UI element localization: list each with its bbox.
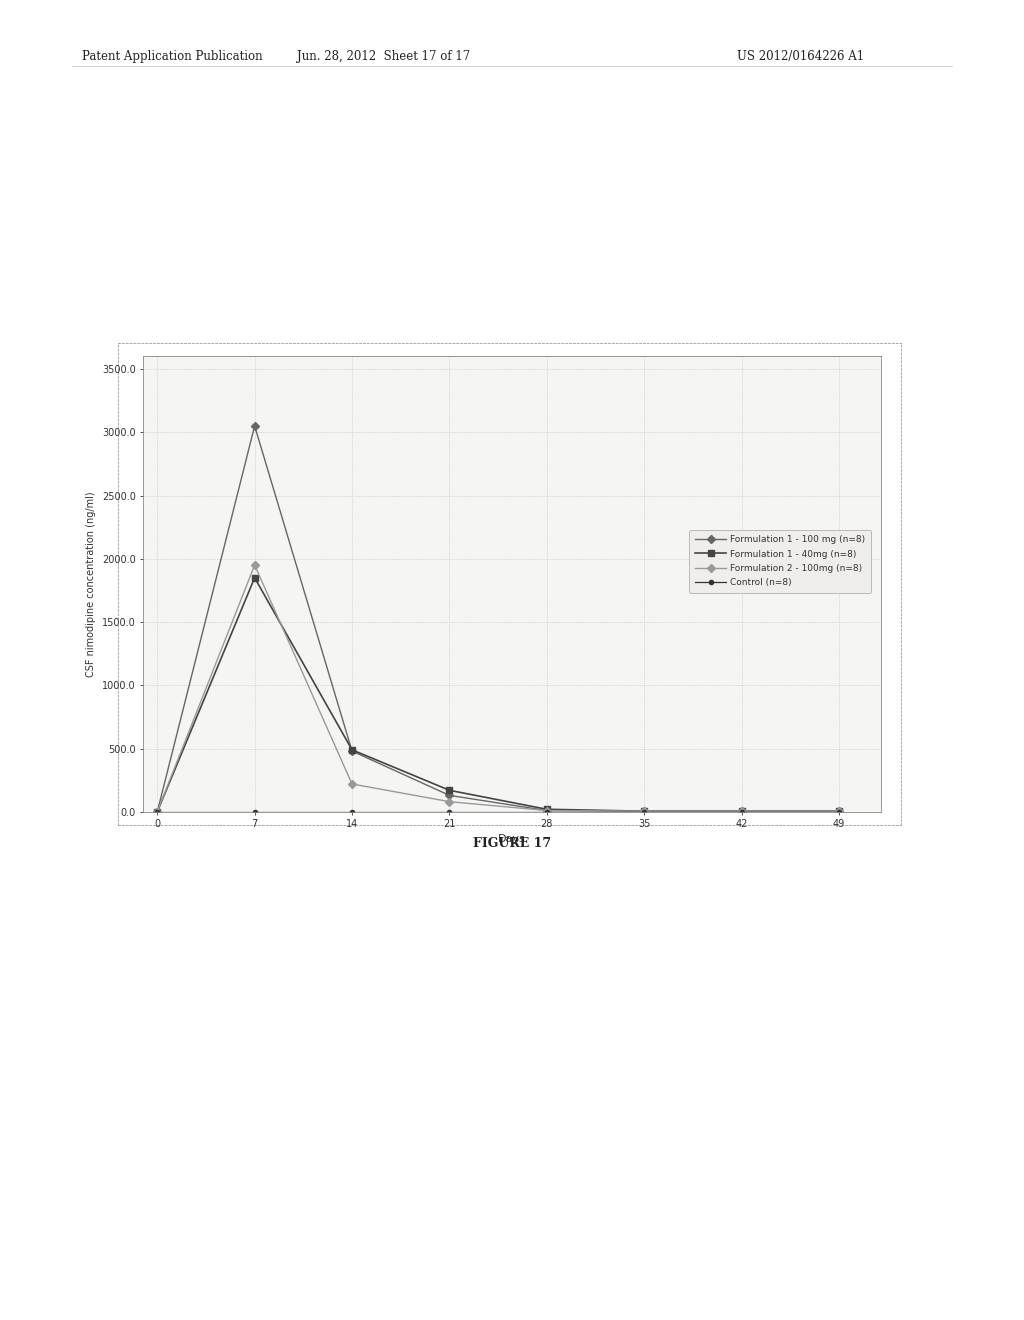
Control (n=8) (249, 804, 261, 820)
Formulation 2 - 100mg (n=8) (833, 804, 845, 820)
Formulation 2 - 100mg (n=8) (152, 804, 164, 820)
Line: Formulation 2 - 100mg (n=8): Formulation 2 - 100mg (n=8) (155, 562, 842, 814)
Formulation 1 - 40mg (n=8) (249, 570, 261, 586)
Formulation 1 - 100 mg (n=8) (735, 804, 748, 820)
Control (n=8) (833, 804, 845, 820)
Formulation 1 - 100 mg (n=8) (346, 743, 358, 759)
Control (n=8) (443, 804, 456, 820)
Formulation 1 - 40mg (n=8) (346, 742, 358, 758)
Legend: Formulation 1 - 100 mg (n=8), Formulation 1 - 40mg (n=8), Formulation 2 - 100mg : Formulation 1 - 100 mg (n=8), Formulatio… (689, 529, 870, 593)
Formulation 1 - 100 mg (n=8) (249, 418, 261, 434)
Line: Control (n=8): Control (n=8) (156, 809, 841, 814)
Formulation 1 - 40mg (n=8) (541, 801, 553, 817)
Text: US 2012/0164226 A1: US 2012/0164226 A1 (737, 50, 864, 63)
Formulation 1 - 100 mg (n=8) (638, 804, 650, 820)
Control (n=8) (638, 804, 650, 820)
X-axis label: Days: Days (498, 834, 526, 843)
Formulation 2 - 100mg (n=8) (541, 803, 553, 818)
Control (n=8) (346, 804, 358, 820)
Y-axis label: CSF nimodipine concentration (ng/ml): CSF nimodipine concentration (ng/ml) (86, 491, 96, 677)
Formulation 2 - 100mg (n=8) (443, 793, 456, 809)
Formulation 2 - 100mg (n=8) (249, 557, 261, 573)
Formulation 1 - 100 mg (n=8) (833, 804, 845, 820)
Control (n=8) (541, 804, 553, 820)
Formulation 2 - 100mg (n=8) (346, 776, 358, 792)
Formulation 1 - 100 mg (n=8) (152, 804, 164, 820)
Text: FIGURE 17: FIGURE 17 (473, 837, 551, 850)
Text: Jun. 28, 2012  Sheet 17 of 17: Jun. 28, 2012 Sheet 17 of 17 (297, 50, 471, 63)
Formulation 1 - 40mg (n=8) (638, 804, 650, 820)
Formulation 2 - 100mg (n=8) (735, 804, 748, 820)
Formulation 2 - 100mg (n=8) (638, 804, 650, 820)
Formulation 1 - 40mg (n=8) (735, 804, 748, 820)
Formulation 1 - 40mg (n=8) (443, 783, 456, 799)
Control (n=8) (735, 804, 748, 820)
Formulation 1 - 100 mg (n=8) (443, 788, 456, 804)
Formulation 1 - 100 mg (n=8) (541, 803, 553, 818)
Formulation 1 - 40mg (n=8) (152, 804, 164, 820)
Formulation 1 - 40mg (n=8) (833, 804, 845, 820)
Line: Formulation 1 - 40mg (n=8): Formulation 1 - 40mg (n=8) (154, 574, 843, 816)
Control (n=8) (152, 804, 164, 820)
Line: Formulation 1 - 100 mg (n=8): Formulation 1 - 100 mg (n=8) (155, 424, 842, 814)
Text: Patent Application Publication: Patent Application Publication (82, 50, 262, 63)
